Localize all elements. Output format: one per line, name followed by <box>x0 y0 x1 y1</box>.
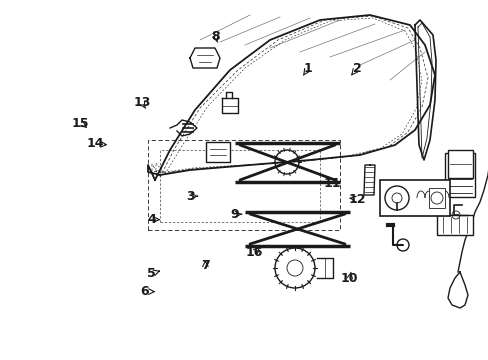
Bar <box>205 142 229 162</box>
Text: 3: 3 <box>186 190 195 203</box>
Bar <box>428 188 444 208</box>
Text: 15: 15 <box>72 117 89 130</box>
Text: 8: 8 <box>210 30 219 42</box>
Bar <box>436 215 472 235</box>
Text: 2: 2 <box>352 62 361 75</box>
Bar <box>447 150 472 178</box>
Text: 7: 7 <box>201 259 209 272</box>
Text: 13: 13 <box>133 96 150 109</box>
Text: 6: 6 <box>140 285 148 298</box>
Text: 12: 12 <box>347 193 365 206</box>
Bar <box>444 153 474 197</box>
Bar <box>379 180 449 216</box>
Text: 10: 10 <box>340 273 358 285</box>
Text: 1: 1 <box>303 62 312 75</box>
Text: 5: 5 <box>147 267 156 280</box>
Text: 4: 4 <box>147 213 156 226</box>
Text: 16: 16 <box>245 246 263 259</box>
Text: 11: 11 <box>323 177 341 190</box>
Text: 9: 9 <box>230 208 239 221</box>
Text: 14: 14 <box>86 138 104 150</box>
